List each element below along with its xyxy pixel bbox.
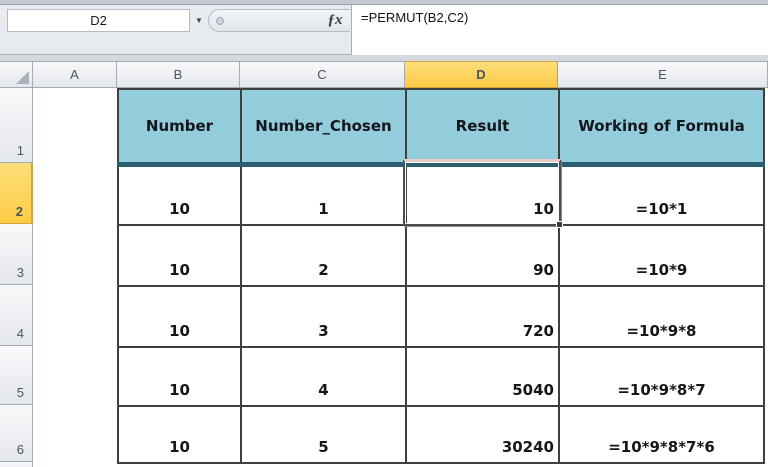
header-cell-number[interactable]: Number [117, 88, 242, 167]
column-header-b[interactable]: B [117, 61, 240, 88]
cell-e3[interactable]: =10*9 [558, 224, 765, 287]
row-header-3[interactable]: 3 [0, 224, 33, 285]
column-header-d[interactable]: D [405, 61, 558, 88]
cell-d2-selected[interactable]: 10 [405, 163, 560, 226]
cell-d3[interactable]: 90 [405, 224, 560, 287]
cell-c3[interactable]: 2 [240, 224, 407, 287]
header-cell-number-chosen[interactable]: Number_Chosen [240, 88, 407, 167]
formula-text: =PERMUT(B2,C2) [361, 10, 469, 25]
cell-d6[interactable]: 30240 [405, 405, 560, 464]
cell-d5[interactable]: 5040 [405, 346, 560, 407]
table-row: Number Number_Chosen Result Working of F… [117, 88, 765, 167]
cell-c6[interactable]: 5 [240, 405, 407, 464]
select-all-triangle-icon [16, 71, 29, 84]
cell-e2[interactable]: =10*1 [558, 163, 765, 226]
cell-c2[interactable]: 1 [240, 163, 407, 226]
column-header-c[interactable]: C [240, 61, 405, 88]
header-cell-working[interactable]: Working of Formula [558, 88, 765, 167]
row-header-7-sliver [0, 462, 33, 467]
formula-bar-splitter[interactable] [208, 9, 350, 32]
cell-d4[interactable]: 720 [405, 285, 560, 348]
row-header-2[interactable]: 2 [0, 163, 33, 224]
select-all-button[interactable] [0, 61, 33, 88]
formula-bar-row: D2 ▼ ƒx =PERMUT(B2,C2) [0, 5, 768, 55]
spreadsheet-grid: A B C D E 1 2 3 4 5 6 Number Number_Chos… [0, 61, 768, 467]
name-box[interactable]: D2 [7, 9, 190, 32]
fill-handle[interactable] [556, 221, 563, 228]
cell-b6[interactable]: 10 [117, 405, 242, 464]
table-row: 10 5 30240 =10*9*8*7*6 [117, 405, 765, 464]
cell-e4[interactable]: =10*9*8 [558, 285, 765, 348]
cell-b3[interactable]: 10 [117, 224, 242, 287]
splitter-dot-icon [216, 17, 224, 25]
table-row: 10 1 10 =10*1 [117, 163, 765, 226]
table-row: 10 3 720 =10*9*8 [117, 285, 765, 348]
table-row: 10 2 90 =10*9 [117, 224, 765, 287]
column-header-e[interactable]: E [558, 61, 768, 88]
ribbon-bottom-strip [0, 0, 768, 5]
cell-b5[interactable]: 10 [117, 346, 242, 407]
table-row: 10 4 5040 =10*9*8*7 [117, 346, 765, 407]
data-table: Number Number_Chosen Result Working of F… [117, 88, 765, 464]
cell-c4[interactable]: 3 [240, 285, 407, 348]
row-header-4[interactable]: 4 [0, 285, 33, 346]
cell-c5[interactable]: 4 [240, 346, 407, 407]
row-header-1[interactable]: 1 [0, 88, 33, 163]
formula-input[interactable]: =PERMUT(B2,C2) [351, 5, 768, 55]
header-cell-result[interactable]: Result [405, 88, 560, 167]
cell-e6[interactable]: =10*9*8*7*6 [558, 405, 765, 464]
cell-e5[interactable]: =10*9*8*7 [558, 346, 765, 407]
cell-b2[interactable]: 10 [117, 163, 242, 226]
formula-sheet-divider [0, 55, 768, 61]
column-header-a[interactable]: A [33, 61, 117, 88]
cell-b4[interactable]: 10 [117, 285, 242, 348]
row-header-6[interactable]: 6 [0, 405, 33, 462]
insert-function-fx-icon[interactable]: ƒx [327, 12, 343, 28]
name-box-value: D2 [90, 13, 107, 28]
row-header-5[interactable]: 5 [0, 346, 33, 405]
chevron-down-icon[interactable]: ▼ [195, 16, 203, 25]
